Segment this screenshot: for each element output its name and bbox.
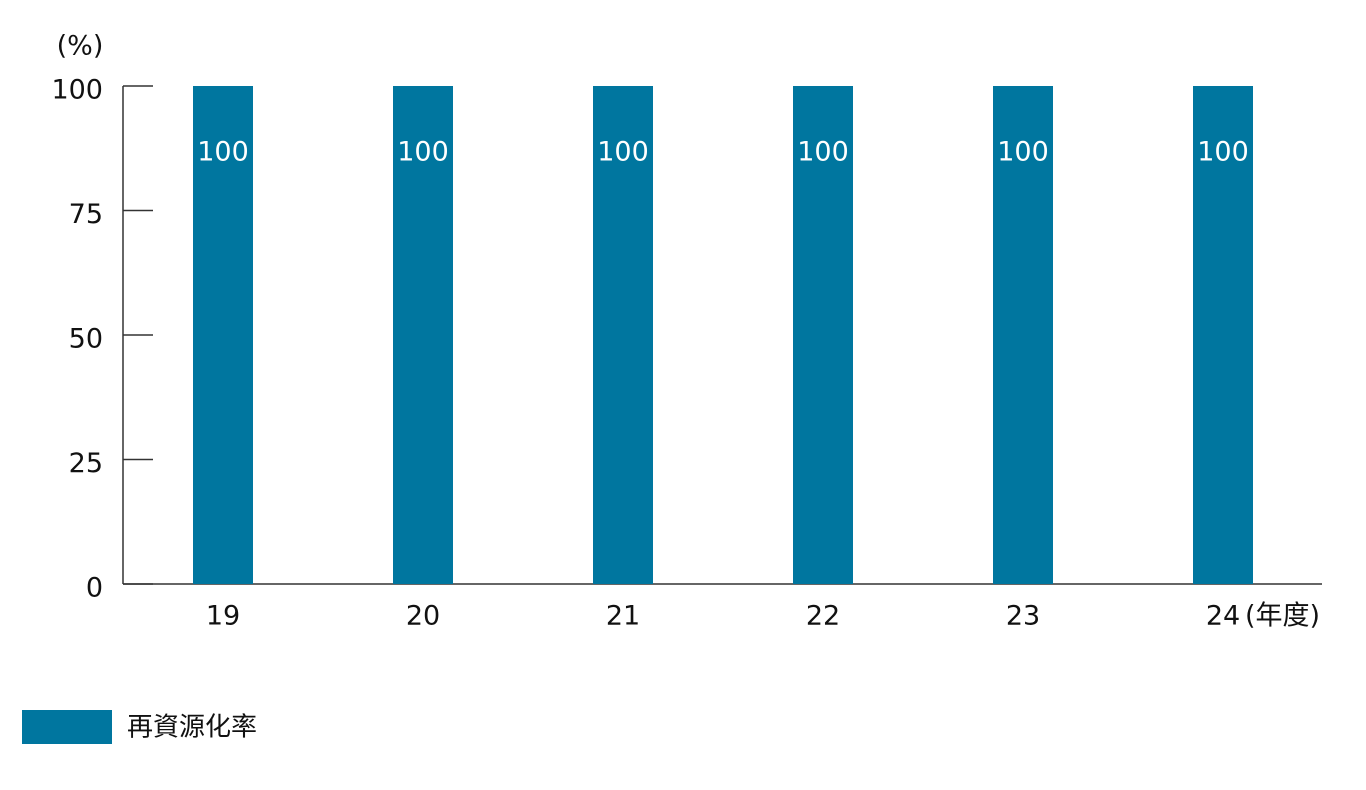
bar [593, 86, 653, 584]
data-label: 100 [797, 137, 849, 168]
y-tick-label: 100 [51, 75, 103, 106]
bar [1193, 86, 1253, 584]
y-tick-label: 25 [69, 448, 103, 479]
data-label: 100 [597, 137, 649, 168]
y-tick-label: 50 [69, 324, 103, 355]
legend-label: 再資源化率 [127, 713, 257, 743]
bar [393, 86, 453, 584]
data-label: 100 [1197, 137, 1249, 168]
x-tick-label: 23 [1006, 601, 1040, 632]
legend-swatch [22, 710, 112, 744]
bar [793, 86, 853, 584]
data-label: 100 [197, 137, 249, 168]
y-tick-label: 75 [69, 199, 103, 230]
data-label: 100 [997, 137, 1049, 168]
y-tick-label: 0 [86, 573, 103, 604]
x-tick-label: 22 [806, 601, 840, 632]
x-tick-label: 21 [606, 601, 640, 632]
bar [193, 86, 253, 584]
data-label: 100 [397, 137, 449, 168]
x-unit: (年度) [1245, 601, 1320, 632]
x-tick-label: 24 [1206, 601, 1240, 632]
y-unit: (%) [57, 31, 104, 62]
x-tick-label: 20 [406, 601, 440, 632]
bar [993, 86, 1053, 584]
x-tick-label: 19 [206, 601, 240, 632]
